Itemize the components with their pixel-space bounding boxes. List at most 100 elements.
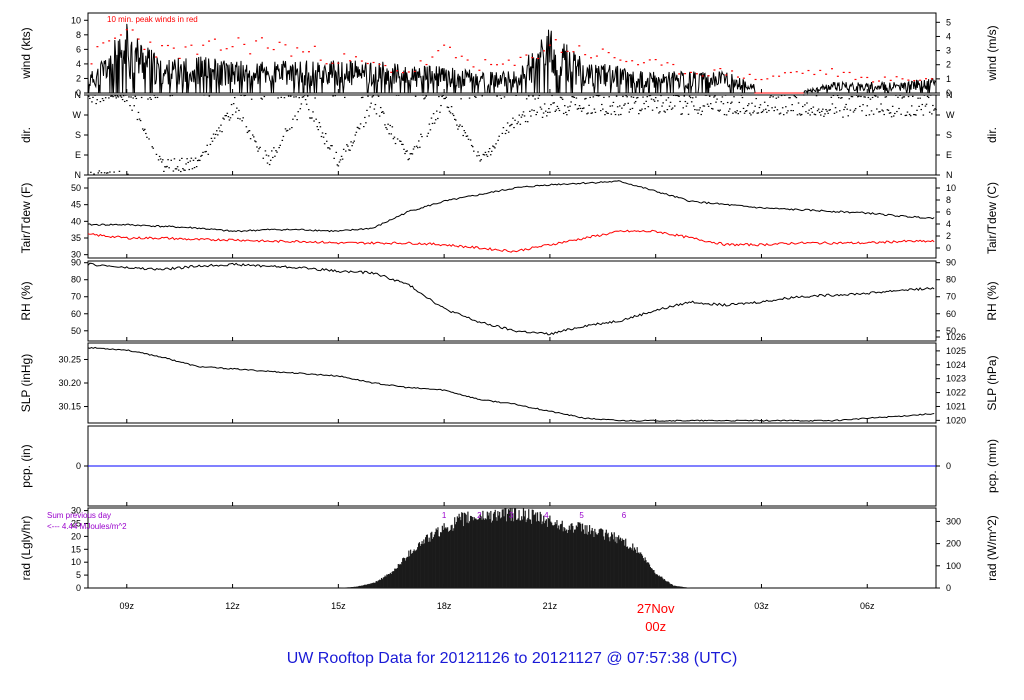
y-tick-label-temp: 40	[71, 216, 81, 226]
radiation-hour-mark: 2	[477, 511, 482, 520]
panel-right-label-dir: dir.	[985, 127, 999, 143]
y-tick-label-rad: 10	[71, 557, 81, 567]
radiation-sum-value: <--- 4.44 MJoules/m^2	[47, 522, 127, 531]
y-tick-label-wind: 6	[76, 44, 81, 54]
panel-left-label-rh: RH (%)	[19, 281, 33, 320]
panel-left-label-temp: Tair/Tdew (F)	[19, 183, 33, 254]
y-tick-label-rh: 50	[71, 326, 81, 336]
radiation-hour-mark: 5	[579, 511, 584, 520]
x-tick-label: 18z	[437, 601, 452, 611]
y-tick-label-temp-right: 2	[946, 231, 951, 241]
y-tick-label-rh: 60	[71, 309, 81, 319]
y-tick-label-slp-right: 1024	[946, 360, 966, 370]
relative-humidity-line	[87, 262, 935, 336]
panel-left-label-dir: dir.	[19, 127, 33, 143]
y-tick-label-temp: 45	[71, 200, 81, 210]
y-tick-label-temp-right: 0	[946, 243, 951, 253]
y-tick-label-slp: 30.15	[58, 402, 81, 412]
y-tick-label-slp-right: 1026	[946, 332, 966, 342]
y-tick-label-rh: 90	[71, 258, 81, 268]
y-tick-label-rad-right: 0	[946, 583, 951, 593]
air-temperature-line	[87, 180, 935, 233]
wind-speed-line	[87, 23, 937, 95]
panel-left-label-wind: wind (kts)	[19, 27, 33, 79]
y-tick-label-temp-right: 10	[946, 183, 956, 193]
y-tick-label-wind-right: 3	[946, 46, 951, 56]
x-tick-label: 12z	[225, 601, 240, 611]
panel-frame-slp	[87, 342, 937, 424]
panel-frame-wind	[87, 12, 937, 94]
y-tick-label-temp: 35	[71, 233, 81, 243]
chart-title: UW Rooftop Data for 20121126 to 20121127…	[286, 650, 738, 667]
y-tick-label-slp: 30.20	[58, 378, 81, 388]
y-tick-label-dir-right: E	[946, 150, 952, 160]
y-tick-label-slp-right: 1025	[946, 346, 966, 356]
y-tick-label-dir: N	[75, 170, 82, 180]
y-tick-label-dir: W	[73, 110, 82, 120]
y-tick-label-dir-right: W	[946, 110, 955, 120]
panel-right-label-temp: Tair/Tdew (C)	[985, 182, 999, 254]
panel-right-label-pcp: pcp. (mm)	[985, 439, 999, 493]
y-tick-label-rh-right: 70	[946, 292, 956, 302]
y-tick-label-slp-right: 1020	[946, 415, 966, 425]
wind-peak-note: 10 min. peak winds in red	[107, 15, 198, 24]
y-tick-label-wind: 2	[76, 73, 81, 83]
x-date-sub-label: 00z	[645, 619, 666, 634]
y-tick-label-rad: 5	[76, 570, 81, 580]
y-tick-label-wind-right: 4	[946, 31, 951, 41]
y-tick-label-rh-right: 80	[946, 275, 956, 285]
radiation-sum-note: Sum previous day	[47, 511, 111, 520]
dewpoint-line	[87, 229, 935, 253]
y-tick-label-wind-right: 1	[946, 74, 951, 84]
y-tick-label-rh-right: 50	[946, 326, 956, 336]
y-tick-label-temp: 30	[71, 250, 81, 260]
y-tick-label-wind: 8	[76, 30, 81, 40]
sea-level-pressure-line	[87, 346, 935, 422]
y-tick-label-pcp: 0	[76, 461, 81, 471]
panel-frame-temp	[87, 177, 937, 259]
y-tick-label-temp-right: 4	[946, 219, 951, 229]
x-tick-label: 09z	[120, 601, 135, 611]
y-tick-label-pcp-right: 0	[946, 461, 951, 471]
y-tick-label-slp-right: 1022	[946, 388, 966, 398]
y-tick-label-wind: 4	[76, 59, 81, 69]
panel-left-label-rad: rad (Lgly/hr)	[19, 516, 33, 581]
y-tick-label-dir-right: N	[946, 170, 953, 180]
y-tick-label-rad-right: 200	[946, 539, 961, 549]
y-tick-label-dir: S	[75, 130, 81, 140]
y-tick-label-wind-right: 0	[946, 88, 951, 98]
y-tick-label-wind: 0	[76, 88, 81, 98]
y-tick-label-temp: 50	[71, 183, 81, 193]
radiation-hour-mark: 6	[622, 511, 627, 520]
panel-right-label-rad: rad (W/m^2)	[985, 515, 999, 581]
y-tick-label-wind-right: 5	[946, 17, 951, 27]
radiation-hour-mark: 3	[509, 511, 514, 520]
y-tick-label-rh: 80	[71, 275, 81, 285]
x-date-label: 27Nov	[637, 601, 675, 616]
x-tick-label: 06z	[860, 601, 875, 611]
y-tick-label-dir-right: N	[946, 90, 953, 100]
x-tick-label: 15z	[331, 601, 346, 611]
panel-right-label-wind: wind (m/s)	[985, 25, 999, 81]
y-tick-label-wind-right: 2	[946, 60, 951, 70]
y-tick-label-rad-right: 100	[946, 561, 961, 571]
y-tick-label-dir: N	[75, 90, 82, 100]
y-tick-label-slp: 30.25	[58, 354, 81, 364]
radiation-hour-mark: 1	[442, 511, 447, 520]
y-tick-label-dir: E	[75, 150, 81, 160]
x-tick-label: 21z	[543, 601, 558, 611]
y-tick-label-rad: 25	[71, 518, 81, 528]
y-tick-label-rad-right: 300	[946, 516, 961, 526]
y-tick-label-temp-right: 8	[946, 195, 951, 205]
y-tick-label-wind: 10	[71, 15, 81, 25]
panel-right-label-slp: SLP (hPa)	[985, 355, 999, 410]
y-tick-label-dir-right: S	[946, 130, 952, 140]
y-tick-label-rad: 0	[76, 583, 81, 593]
y-tick-label-rh-right: 90	[946, 258, 956, 268]
panel-left-label-slp: SLP (inHg)	[19, 354, 33, 412]
y-tick-label-rad: 15	[71, 544, 81, 554]
panel-frame-rh	[87, 260, 937, 342]
y-tick-label-slp-right: 1023	[946, 374, 966, 384]
y-tick-label-rh: 70	[71, 292, 81, 302]
